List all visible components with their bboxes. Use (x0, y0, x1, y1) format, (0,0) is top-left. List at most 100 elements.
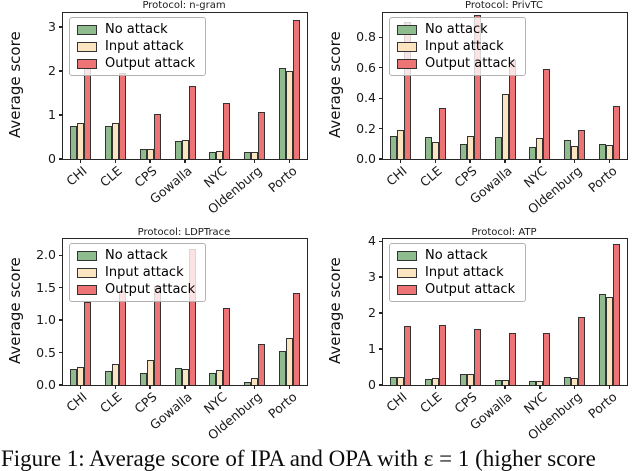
legend-swatch-output-attack (397, 284, 417, 295)
y-tick-mark (59, 158, 63, 160)
legend-item-output-attack: Output attack (77, 56, 195, 71)
figure-caption: Figure 1: Average score of IPA and OPA w… (1, 446, 596, 471)
bar-input-attack-chi (76, 367, 84, 385)
y-axis-label: Average score (6, 31, 24, 139)
x-tick-mark (469, 385, 471, 389)
bar-no-attack-gowalla (494, 380, 502, 385)
bar-input-attack-cle (111, 363, 119, 385)
bar-input-attack-cps (146, 149, 154, 159)
bar-output-attack-oldenburg (578, 130, 586, 159)
legend-label: No attack (105, 248, 168, 263)
x-tick-mark (574, 385, 576, 389)
bar-input-attack-cle (111, 122, 119, 159)
legend-label: Output attack (105, 56, 196, 71)
bar-output-attack-gowalla (188, 86, 196, 159)
legend-swatch-output-attack (77, 58, 97, 69)
bar-no-attack-gowalla (494, 136, 502, 159)
x-tick-mark (399, 159, 402, 163)
x-tick-mark (469, 159, 471, 163)
bar-no-attack-cle (424, 136, 432, 159)
legend-label: Output attack (425, 282, 516, 297)
y-tick-label: 1 (48, 107, 56, 123)
plot-area-atp: 0 1 2 3 4 CHI CLE CPS Gowalla NYC Oldenburg Porto No… (368, 233, 628, 443)
legend-swatch-no-attack (77, 24, 97, 35)
bar-no-attack-cle (104, 125, 112, 159)
subplot-privtc: Protocol: PrivTC Average score 0.0 0.2 0.4… (320, 0, 640, 225)
bar-output-attack-chi (83, 67, 91, 159)
bar-output-attack-cle (118, 73, 126, 159)
legend-label: Output attack (105, 282, 196, 297)
bar-input-attack-chi (396, 377, 404, 385)
y-tick-mark (59, 351, 63, 354)
bar-no-attack-cps (459, 143, 467, 159)
bar-no-attack-nyc (529, 381, 537, 385)
y-tick-label: 0 (48, 151, 56, 166)
bar-output-attack-cps (473, 329, 481, 385)
bar-no-attack-oldenburg (244, 382, 252, 385)
bar-no-attack-chi (69, 126, 77, 159)
bar-input-attack-cle (431, 141, 439, 159)
x-tick-mark (504, 385, 506, 389)
chart-title-ngram: Protocol: n-gram (142, 0, 226, 11)
bar-output-attack-porto (293, 292, 301, 385)
legend-item-output-attack: Output attack (397, 56, 515, 71)
bar-no-attack-oldenburg (564, 376, 572, 385)
y-tick-mark (379, 67, 383, 69)
legend: No attack Input attack Output attack (389, 17, 527, 76)
bar-output-attack-cle (438, 324, 446, 385)
x-tick-mark (288, 385, 291, 389)
legend-swatch-input-attack (397, 41, 417, 52)
bar-no-attack-porto (599, 294, 607, 385)
legend-item-output-attack: Output attack (397, 282, 515, 297)
y-tick-mark (379, 240, 383, 242)
y-tick-mark (379, 276, 383, 278)
bar-no-attack-gowalla (174, 140, 182, 159)
y-tick-mark (59, 384, 63, 386)
y-tick-label: 0.4 (356, 90, 376, 106)
bar-no-attack-cle (424, 379, 432, 385)
bar-output-attack-porto (613, 105, 621, 159)
x-tick-mark (434, 385, 436, 389)
bar-input-attack-cps (466, 373, 474, 385)
legend-label: Input attack (105, 39, 184, 54)
chart-title-ldptrace: Protocol: LDPTrace (137, 227, 231, 238)
subplot-ldptrace: Protocol: LDPTrace Average score 0.0 0.5 1… (0, 225, 320, 450)
bar-no-attack-cps (139, 148, 147, 159)
bar-output-attack-nyc (543, 69, 551, 159)
bar-no-attack-cps (139, 373, 147, 385)
bar-output-attack-cps (473, 14, 481, 159)
bar-input-attack-porto (286, 71, 294, 159)
bar-input-attack-gowalla (501, 93, 509, 159)
y-tick-mark (379, 312, 383, 314)
subplot-ngram: Protocol: n-gram Average score 0 1 2 3 CHI CL… (0, 0, 320, 225)
legend-item-input-attack: Input attack (77, 39, 195, 54)
bar-no-attack-nyc (529, 146, 537, 159)
bar-output-attack-oldenburg (258, 111, 266, 159)
legend: No attack Input attack Output attack (69, 17, 207, 76)
y-tick-mark (379, 158, 383, 160)
legend-swatch-no-attack (397, 24, 417, 35)
y-tick-mark (379, 36, 383, 38)
y-tick-label: 1 (368, 341, 376, 357)
y-tick-label: 0 (368, 377, 376, 392)
bar-no-attack-gowalla (174, 368, 182, 385)
bar-input-attack-cle (431, 378, 439, 385)
x-tick-mark (434, 159, 436, 163)
x-tick-mark (288, 159, 291, 163)
x-tick-mark (79, 385, 82, 389)
y-tick-label: 0.0 (36, 377, 56, 392)
bar-input-attack-oldenburg (571, 146, 579, 159)
legend-item-no-attack: No attack (397, 248, 515, 263)
legend: No attack Input attack Output attack (69, 243, 207, 302)
legend-item-input-attack: Input attack (397, 265, 515, 280)
bar-input-attack-gowalla (181, 139, 189, 159)
bar-input-attack-oldenburg (571, 377, 579, 385)
legend-item-no-attack: No attack (77, 22, 195, 37)
bar-no-attack-porto (279, 67, 287, 159)
x-tick-mark (574, 159, 576, 163)
bar-no-attack-chi (389, 136, 397, 159)
bar-input-attack-cps (146, 360, 154, 385)
bar-output-attack-oldenburg (578, 317, 586, 385)
y-tick-mark (59, 254, 63, 256)
